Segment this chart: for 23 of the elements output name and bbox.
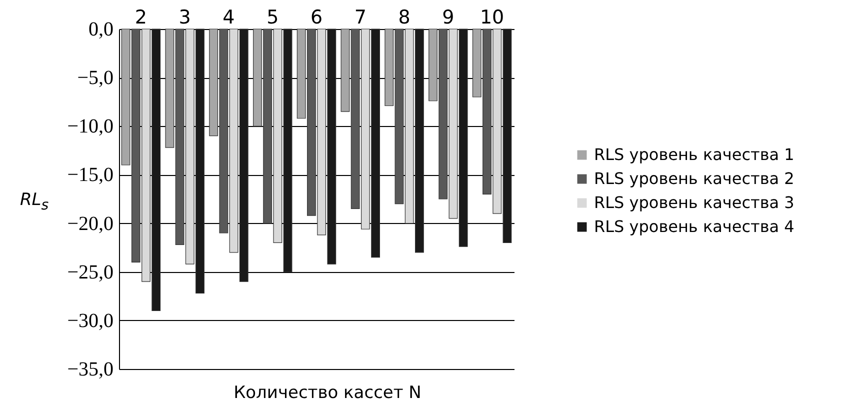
y-tick-label: −5,0 (77, 67, 114, 90)
legend-label: RLS уровень качества 4 (594, 217, 794, 236)
y-tick-label: −25,0 (67, 261, 114, 284)
y-axis-title: RL$_{s}$ (20, 190, 49, 214)
x-tick-label: 8 (398, 6, 410, 28)
x-tick-label: 10 (480, 6, 504, 28)
y-tick-label: −10,0 (67, 116, 114, 138)
y-tick-label: −35,0 (67, 358, 114, 380)
x-tick-label: 4 (222, 6, 235, 28)
x-tick-label: 9 (442, 6, 454, 28)
x-tick-label: 7 (354, 6, 366, 28)
legend-label: RLS уровень качества 3 (594, 193, 794, 212)
x-tick-label: 3 (178, 6, 191, 28)
legend-label: RLS уровень качества 2 (594, 169, 794, 188)
x-tick-label: 2 (134, 6, 147, 28)
y-tick-label: −30,0 (67, 310, 114, 332)
legend-label: RLS уровень качества 1 (594, 145, 794, 164)
x-tick-label: 6 (310, 6, 323, 28)
y-tick-label: 0,0 (88, 18, 114, 40)
x-axis-title: Количество кассет N (232, 383, 422, 403)
x-tick-label: 5 (266, 6, 279, 28)
y-tick-label: −15,0 (67, 164, 114, 186)
y-tick-label: −20,0 (67, 212, 114, 235)
